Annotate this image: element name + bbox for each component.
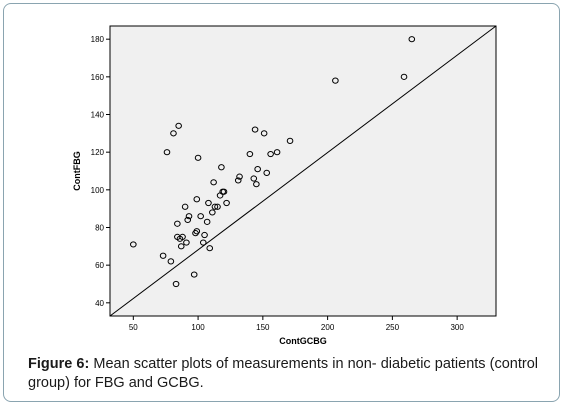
data-point (179, 233, 186, 241)
data-point (130, 241, 137, 248)
data-point (159, 252, 167, 259)
data-point (211, 203, 219, 210)
data-point (236, 173, 243, 180)
data-point (193, 228, 201, 235)
data-points (130, 36, 416, 288)
data-point (251, 126, 259, 133)
data-point (267, 150, 274, 158)
data-point (167, 258, 175, 265)
data-point (400, 73, 408, 80)
data-point (408, 36, 416, 43)
data-point (201, 231, 208, 239)
y-tick-label: 140 (91, 111, 105, 120)
data-point (184, 216, 192, 224)
data-point (253, 181, 260, 188)
data-point (286, 137, 294, 144)
caption-label: Figure 6: (28, 356, 90, 372)
figure-caption: Figure 6: Mean scatter plots of measurem… (28, 355, 538, 393)
scatter-chart: 50 100 150 200 250 300 406080100120140160180 … (72, 25, 497, 346)
x-tick-label: 200 (321, 323, 335, 332)
y-tick-label: 160 (91, 73, 105, 82)
data-point (183, 239, 190, 246)
x-tick-label: 300 (450, 323, 464, 332)
data-point (203, 218, 211, 225)
data-point (193, 196, 201, 203)
data-point (163, 149, 171, 156)
data-point (199, 239, 207, 246)
x-tick-label: 100 (191, 323, 205, 332)
y-tick-label: 100 (91, 186, 105, 195)
caption-text: Mean scatter plots of measurements in no… (28, 356, 538, 391)
data-point (273, 149, 281, 156)
data-point (175, 122, 182, 129)
y-tick-label: 80 (95, 223, 104, 232)
data-point (205, 199, 212, 207)
data-point (181, 203, 189, 210)
x-tick-label: 150 (256, 323, 270, 332)
data-point (190, 271, 198, 278)
data-point (260, 130, 268, 137)
reference-line (109, 25, 497, 317)
data-point (177, 243, 185, 250)
y-tick-label: 60 (95, 261, 104, 270)
y-axis-label: ContFBG (72, 151, 82, 191)
data-point (234, 177, 242, 184)
data-point (263, 169, 271, 176)
data-point (210, 179, 217, 186)
x-tick-label: 50 (129, 323, 138, 332)
x-axis-ticks: 50 100 150 200 250 300 (129, 316, 464, 332)
data-point (206, 245, 214, 252)
data-point (185, 213, 193, 220)
x-tick-label: 250 (386, 323, 400, 332)
data-point (218, 164, 225, 171)
data-point (332, 77, 339, 84)
data-point (197, 213, 204, 220)
data-point (194, 154, 202, 161)
y-tick-label: 40 (95, 299, 104, 308)
data-point (170, 130, 177, 137)
data-point (220, 188, 228, 195)
data-point (172, 280, 180, 288)
data-point (209, 209, 216, 216)
data-point (246, 150, 254, 158)
data-point (223, 199, 230, 207)
y-axis-ticks: 40 60 80 100 120 140 160 180 (91, 35, 110, 308)
y-tick-label: 180 (91, 35, 105, 44)
y-tick-label: 120 (91, 148, 105, 157)
data-point (254, 166, 261, 173)
data-point (214, 203, 221, 210)
data-point (174, 220, 181, 227)
x-axis-label: ContGCBG (279, 336, 327, 346)
data-point (250, 175, 258, 182)
